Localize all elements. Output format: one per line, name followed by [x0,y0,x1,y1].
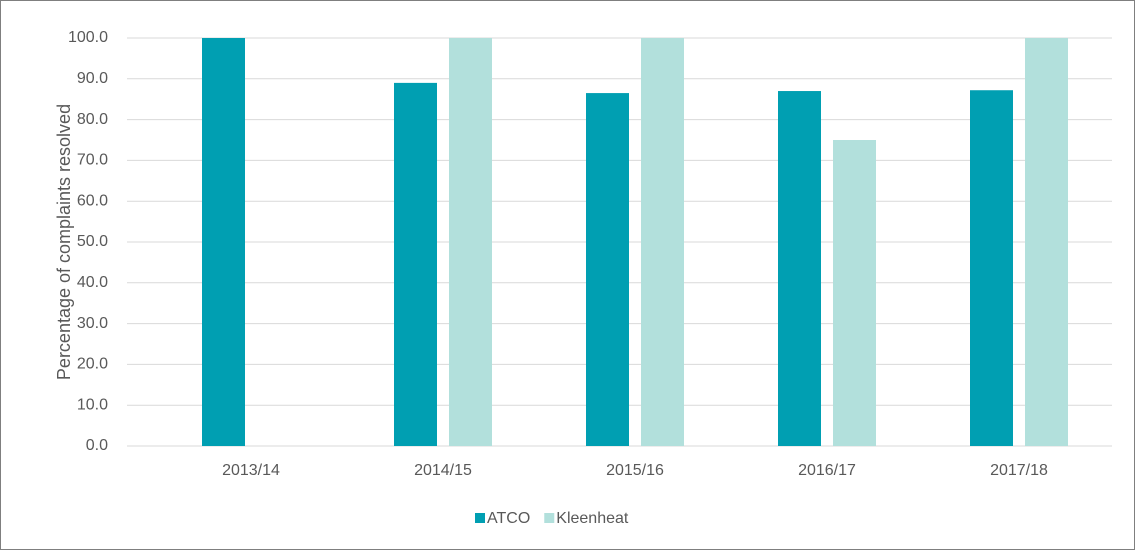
bar [586,93,629,446]
x-tick-label: 2014/15 [414,462,472,479]
y-tick-label: 20.0 [77,356,108,373]
x-tick-label: 2017/18 [990,462,1048,479]
bar [641,38,684,446]
bar [778,91,821,446]
y-tick-label: 90.0 [77,70,108,87]
y-tick-label: 80.0 [77,111,108,128]
bar [833,140,876,446]
y-tick-label: 60.0 [77,192,108,209]
legend-swatch [475,513,485,523]
y-tick-label: 40.0 [77,274,108,291]
bar [202,38,245,446]
bar [449,38,492,446]
legend-swatch [544,513,555,523]
y-tick-label: 100.0 [68,29,108,46]
y-tick-label: 70.0 [77,152,108,169]
bar [1025,38,1068,446]
x-tick-label: 2016/17 [798,462,856,479]
x-tick-label: 2015/16 [606,462,664,479]
bar [970,90,1013,446]
legend-label: ATCO [487,510,530,527]
y-axis-label: Percentage of complaints resolved [54,104,74,380]
y-tick-label: 0.0 [86,437,108,454]
legend-label: Kleenheat [556,510,629,527]
x-tick-label: 2013/14 [222,462,280,479]
y-tick-label: 30.0 [77,315,108,332]
bar [394,82,437,446]
y-tick-label: 50.0 [77,233,108,250]
y-tick-label: 10.0 [77,396,108,413]
